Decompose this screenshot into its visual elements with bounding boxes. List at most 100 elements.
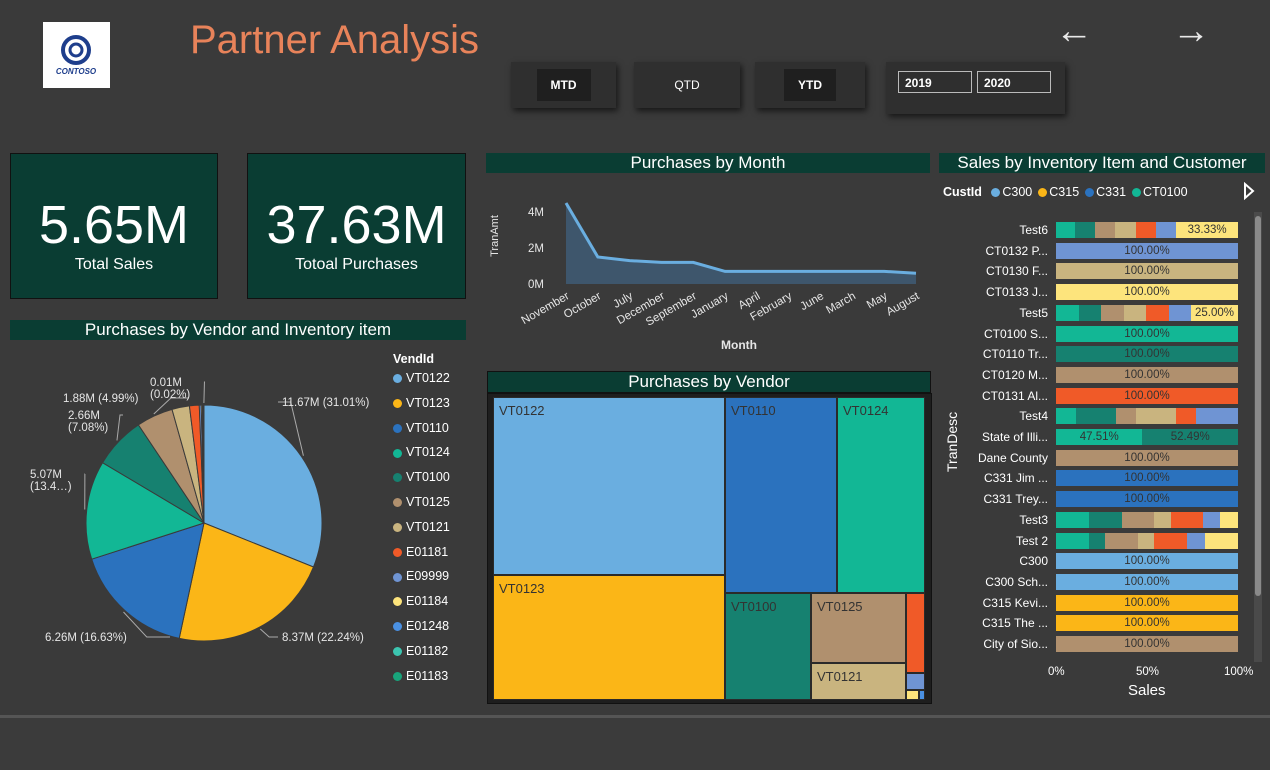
bar-row[interactable]: 100.00% xyxy=(1056,243,1238,259)
treemap-cell-vt0122[interactable]: VT0122 xyxy=(493,397,725,575)
bar-row[interactable]: 100.00% xyxy=(1056,263,1238,279)
bar-row[interactable]: 100.00% xyxy=(1056,615,1238,631)
bar-row[interactable] xyxy=(1056,533,1238,549)
bar-row[interactable]: 100.00% xyxy=(1056,470,1238,486)
legend-item-e01183[interactable]: E01183 xyxy=(393,669,448,683)
bar-segment[interactable] xyxy=(1079,305,1102,321)
bar-row[interactable]: 100.00% xyxy=(1056,284,1238,300)
bar-segment[interactable] xyxy=(1089,512,1122,528)
treemap-cell-vt0124[interactable]: VT0124 xyxy=(837,397,925,593)
bar-row[interactable]: 47.51%52.49% xyxy=(1056,429,1238,445)
legend-item-vt0110[interactable]: VT0110 xyxy=(393,421,449,435)
bar-segment[interactable] xyxy=(1056,305,1079,321)
bar-row[interactable]: 100.00% xyxy=(1056,326,1238,342)
x-tick-label: January xyxy=(689,290,731,321)
treemap-cell-e01248[interactable] xyxy=(919,690,925,700)
bar-segment[interactable] xyxy=(1169,305,1192,321)
legend-item-vt0121[interactable]: VT0121 xyxy=(393,520,450,534)
bar-segment[interactable] xyxy=(1220,512,1238,528)
qtd-button[interactable]: QTD xyxy=(634,62,740,108)
legend-item-vt0125[interactable]: VT0125 xyxy=(393,495,450,509)
bar-segment[interactable] xyxy=(1171,512,1204,528)
treemap-cell-vt0110[interactable]: VT0110 xyxy=(725,397,837,593)
bar-segment[interactable] xyxy=(1176,408,1196,424)
treemap-cell-e01184[interactable] xyxy=(906,690,919,700)
bar-row[interactable] xyxy=(1056,408,1238,424)
legend-item-e09999[interactable]: E09999 xyxy=(393,569,449,583)
bar-segment[interactable] xyxy=(1089,533,1105,549)
bar-row[interactable]: 100.00% xyxy=(1056,367,1238,383)
bar-segment[interactable] xyxy=(1075,222,1095,238)
legend-item-e01248[interactable]: E01248 xyxy=(393,619,449,633)
bar-segment[interactable] xyxy=(1156,222,1176,238)
bar-legend-item[interactable]: C315 xyxy=(1038,185,1079,199)
treemap-label: VT0123 xyxy=(499,581,545,596)
bar-segment[interactable] xyxy=(1196,408,1238,424)
bar-segment[interactable] xyxy=(1105,533,1138,549)
end-year-input[interactable]: 2020 xyxy=(977,71,1051,93)
scrollbar-thumb[interactable] xyxy=(1255,216,1261,596)
bar-segment[interactable] xyxy=(1056,512,1089,528)
legend-item-vt0123[interactable]: VT0123 xyxy=(393,396,450,410)
bar-segment[interactable] xyxy=(1056,222,1075,238)
legend-dot xyxy=(1132,188,1141,197)
bar-row[interactable]: 33.33% xyxy=(1056,222,1238,238)
bar-segment[interactable] xyxy=(1136,222,1156,238)
bar-row[interactable]: 100.00% xyxy=(1056,595,1238,611)
footer-bar xyxy=(0,715,1270,770)
mtd-button[interactable]: MTD xyxy=(511,62,616,108)
bar-data-label: 33.33% xyxy=(1176,222,1238,238)
bar-segment[interactable] xyxy=(1154,533,1187,549)
bar-row[interactable]: 100.00% xyxy=(1056,491,1238,507)
bar-row[interactable]: 100.00% xyxy=(1056,553,1238,569)
bar-row[interactable]: 100.00% xyxy=(1056,346,1238,362)
bar-segment[interactable] xyxy=(1056,533,1089,549)
bar-segment[interactable] xyxy=(1115,222,1135,238)
treemap-cell-vt0123[interactable]: VT0123 xyxy=(493,575,725,700)
bar-segment[interactable] xyxy=(1056,408,1076,424)
bar-segment[interactable] xyxy=(1101,305,1124,321)
arrow-right-icon[interactable]: → xyxy=(1172,12,1210,50)
legend-label: VT0100 xyxy=(406,470,450,484)
bar-row[interactable]: 100.00% xyxy=(1056,450,1238,466)
ytd-button[interactable]: YTD xyxy=(755,62,865,108)
bar-legend-item[interactable]: CT0100 xyxy=(1132,185,1187,199)
bar-segment[interactable] xyxy=(1205,533,1238,549)
bar-legend-item[interactable]: C331 xyxy=(1085,185,1126,199)
bar-segment[interactable] xyxy=(1095,222,1115,238)
bar-segment[interactable] xyxy=(1136,408,1176,424)
bar-row[interactable]: 100.00% xyxy=(1056,388,1238,404)
bar-segment[interactable] xyxy=(1146,305,1169,321)
legend-item-vt0124[interactable]: VT0124 xyxy=(393,445,450,459)
start-year-input[interactable]: 2019 xyxy=(898,71,972,93)
treemap-cell-vt0121[interactable]: VT0121 xyxy=(811,663,906,700)
legend-item-vt0100[interactable]: VT0100 xyxy=(393,470,450,484)
bar-legend-item[interactable]: C300 xyxy=(991,185,1032,199)
legend-item-e01181[interactable]: E01181 xyxy=(393,545,448,559)
legend-next-icon[interactable] xyxy=(1243,182,1255,203)
bar-segment[interactable] xyxy=(1138,533,1154,549)
bar-row[interactable]: 100.00% xyxy=(1056,636,1238,652)
bar-row[interactable] xyxy=(1056,512,1238,528)
bar-segment[interactable] xyxy=(1122,512,1155,528)
bar-segment[interactable] xyxy=(1203,512,1219,528)
bar-data-label: 100.00% xyxy=(1056,553,1238,569)
treemap-cell-vt0125[interactable]: VT0125 xyxy=(811,593,906,663)
bar-row[interactable]: 100.00% xyxy=(1056,574,1238,590)
bar-row[interactable]: 25.00% xyxy=(1056,305,1238,321)
treemap-cell-e01181[interactable] xyxy=(906,593,925,673)
arrow-left-icon[interactable]: ← xyxy=(1055,12,1093,50)
bar-segment[interactable] xyxy=(1076,408,1116,424)
bar-segment[interactable] xyxy=(1187,533,1205,549)
treemap-cell-e09999[interactable] xyxy=(906,673,925,690)
legend-item-vt0122[interactable]: VT0122 xyxy=(393,371,450,385)
bar-segment[interactable] xyxy=(1154,512,1170,528)
legend-item-e01184[interactable]: E01184 xyxy=(393,594,448,608)
bar-segment[interactable] xyxy=(1116,408,1136,424)
bar-segment[interactable] xyxy=(1124,305,1147,321)
scrollbar-track[interactable] xyxy=(1254,212,1262,662)
bar-row-label: C315 Kevi... xyxy=(960,596,1048,610)
pie-data-label: 0.01M xyxy=(150,377,182,389)
legend-item-e01182[interactable]: E01182 xyxy=(393,644,448,658)
treemap-cell-vt0100[interactable]: VT0100 xyxy=(725,593,811,700)
